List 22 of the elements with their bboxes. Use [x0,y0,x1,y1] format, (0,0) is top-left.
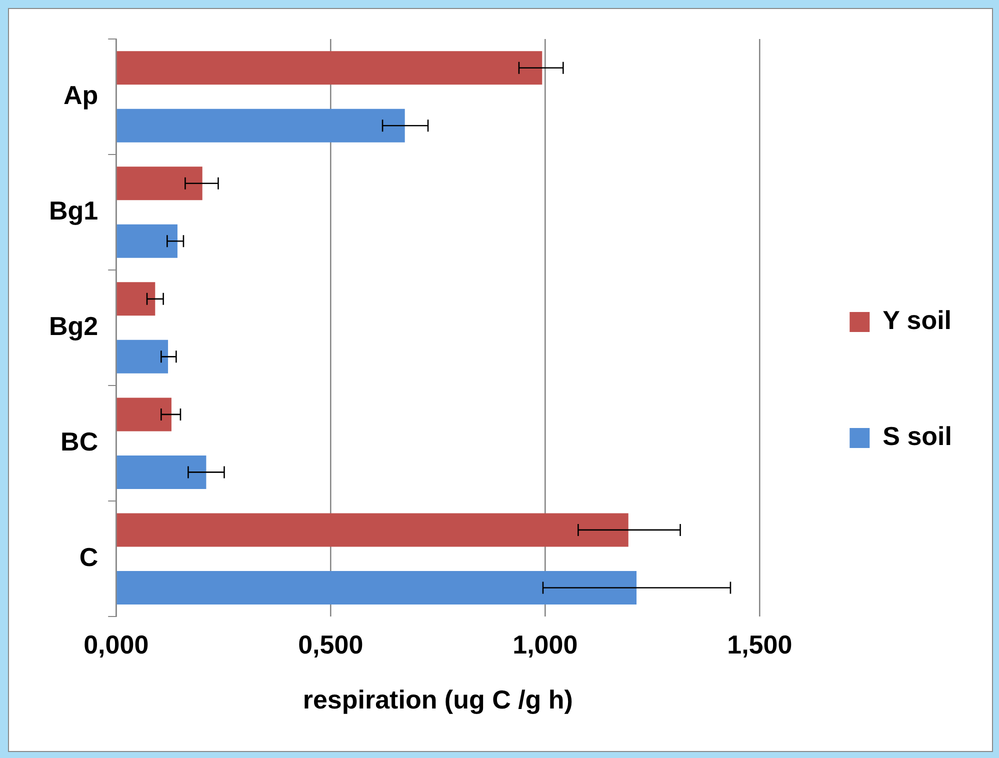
legend-label: Y soil [882,305,952,336]
y-tick-label: C [79,542,98,572]
x-tick-label: 1,500 [727,629,792,660]
bar [116,282,156,316]
x-tick-label: 0,000 [84,629,149,660]
x-axis-title: respiration (ug C /g h) [302,684,573,715]
bar [116,166,202,200]
bar [116,340,168,374]
y-tick-label: Bg2 [48,310,98,341]
bar [116,108,405,142]
bar [116,570,637,604]
y-tick-label: BC [60,426,98,456]
bar [116,513,628,547]
y-tick-label: Ap [63,80,98,110]
bar [116,224,178,258]
y-tick-label: Bg1 [48,195,98,226]
legend-label: S soil [882,421,952,452]
x-tick-label: 1,000 [512,629,578,660]
x-tick-label: 0,500 [298,629,364,660]
bar [116,398,172,432]
bar [116,455,206,489]
bar [116,51,542,85]
